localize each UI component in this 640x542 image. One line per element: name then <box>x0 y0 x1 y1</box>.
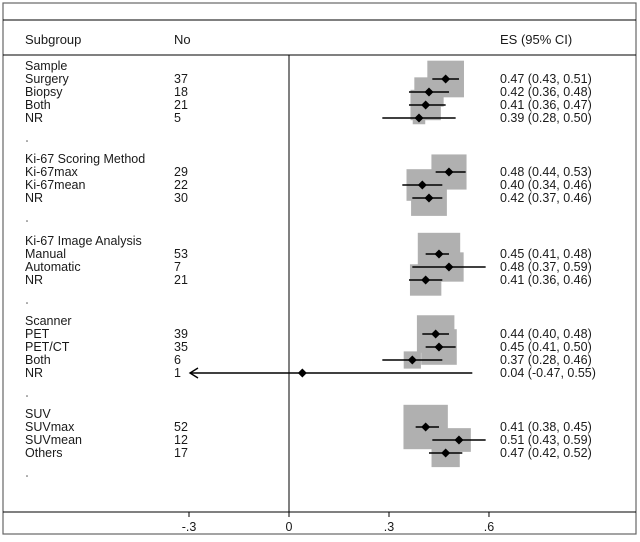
point-estimate <box>444 262 454 272</box>
group-label: Sample <box>25 59 67 73</box>
point-estimates <box>297 74 464 458</box>
point-estimate <box>424 87 434 97</box>
point-estimate <box>417 180 427 190</box>
row-label: NR <box>25 366 43 380</box>
row-label: Automatic <box>25 260 81 274</box>
plot-frame <box>2 2 637 535</box>
row-es-text: 0.41 (0.36, 0.46) <box>500 273 592 287</box>
group-separator-dot <box>26 220 28 222</box>
row-es-text: 0.41 (0.38, 0.45) <box>500 420 592 434</box>
row-n: 12 <box>174 433 188 447</box>
row-es-text: 0.44 (0.40, 0.48) <box>500 327 592 341</box>
row-es-text: 0.42 (0.37, 0.46) <box>500 191 592 205</box>
row-es-text: 0.40 (0.34, 0.46) <box>500 178 592 192</box>
row-es-text: 0.04 (-0.47, 0.55) <box>500 366 596 380</box>
group-label: Scanner <box>25 314 72 328</box>
row-es-text: 0.47 (0.42, 0.52) <box>500 446 592 460</box>
weight-boxes <box>403 60 471 468</box>
row-label: Surgery <box>25 72 70 86</box>
row-es-text: 0.45 (0.41, 0.48) <box>500 247 592 261</box>
point-estimate <box>421 275 431 285</box>
point-estimate <box>421 422 431 432</box>
row-label: Biopsy <box>25 85 63 99</box>
point-estimate <box>444 167 454 177</box>
point-estimate <box>441 74 451 84</box>
point-estimate <box>454 435 464 445</box>
header-n: No <box>174 32 191 47</box>
point-estimate <box>414 113 424 123</box>
row-es-text: 0.41 (0.36, 0.47) <box>500 98 592 112</box>
row-es-text: 0.47 (0.43, 0.51) <box>500 72 592 86</box>
point-estimate <box>421 100 431 110</box>
row-n: 21 <box>174 98 188 112</box>
point-estimate <box>424 193 434 203</box>
point-estimate <box>441 448 451 458</box>
x-axis-ticks: -.3 0 .3 .6 <box>182 512 494 534</box>
point-estimate <box>431 329 441 339</box>
row-label: Manual <box>25 247 66 261</box>
group-label: SUV <box>25 407 51 421</box>
row-n: 53 <box>174 247 188 261</box>
row-label: PET/CT <box>25 340 70 354</box>
x-tick-label: -.3 <box>182 520 197 534</box>
row-es-text: 0.37 (0.28, 0.46) <box>500 353 592 367</box>
header-es: ES (95% CI) <box>500 32 572 47</box>
group-label: Ki-67 Image Analysis <box>25 234 142 248</box>
row-es-text: 0.48 (0.37, 0.59) <box>500 260 592 274</box>
row-es-text: 0.48 (0.44, 0.53) <box>500 165 592 179</box>
group-separator-dot <box>26 475 28 477</box>
row-label: Ki-67max <box>25 165 79 179</box>
row-label: NR <box>25 191 43 205</box>
row-n: 29 <box>174 165 188 179</box>
row-n: 18 <box>174 85 188 99</box>
row-label: NR <box>25 111 43 125</box>
header-subgroup: Subgroup <box>25 32 81 47</box>
row-label: Both <box>25 98 51 112</box>
group-separator-dot <box>26 302 28 304</box>
row-label: Ki-67mean <box>25 178 85 192</box>
row-n: 37 <box>174 72 188 86</box>
point-estimate <box>434 342 444 352</box>
row-label: Others <box>25 446 63 460</box>
point-estimate <box>434 249 444 259</box>
row-es-text: 0.42 (0.36, 0.48) <box>500 85 592 99</box>
row-es-text: 0.51 (0.43, 0.59) <box>500 433 592 447</box>
x-tick-label: .6 <box>484 520 494 534</box>
row-label: SUVmax <box>25 420 75 434</box>
x-tick-label: 0 <box>286 520 293 534</box>
row-label: Both <box>25 353 51 367</box>
row-n: 5 <box>174 111 181 125</box>
row-n: 52 <box>174 420 188 434</box>
row-label: NR <box>25 273 43 287</box>
row-n: 7 <box>174 260 181 274</box>
row-label: SUVmean <box>25 433 82 447</box>
point-estimate <box>407 355 417 365</box>
row-n: 30 <box>174 191 188 205</box>
row-n: 22 <box>174 178 188 192</box>
group-separator-dot <box>26 140 28 142</box>
ci-arrow-left <box>188 367 199 379</box>
row-n: 1 <box>174 366 181 380</box>
row-n: 17 <box>174 446 188 460</box>
row-es-text: 0.45 (0.41, 0.50) <box>500 340 592 354</box>
row-label: PET <box>25 327 50 341</box>
row-n: 21 <box>174 273 188 287</box>
row-n: 39 <box>174 327 188 341</box>
point-estimate <box>297 368 307 378</box>
group-label: Ki-67 Scoring Method <box>25 152 145 166</box>
group-separator-dot <box>26 395 28 397</box>
row-n: 6 <box>174 353 181 367</box>
row-n: 35 <box>174 340 188 354</box>
x-tick-label: .3 <box>384 520 394 534</box>
confidence-intervals <box>188 78 486 454</box>
row-es-text: 0.39 (0.28, 0.50) <box>500 111 592 125</box>
